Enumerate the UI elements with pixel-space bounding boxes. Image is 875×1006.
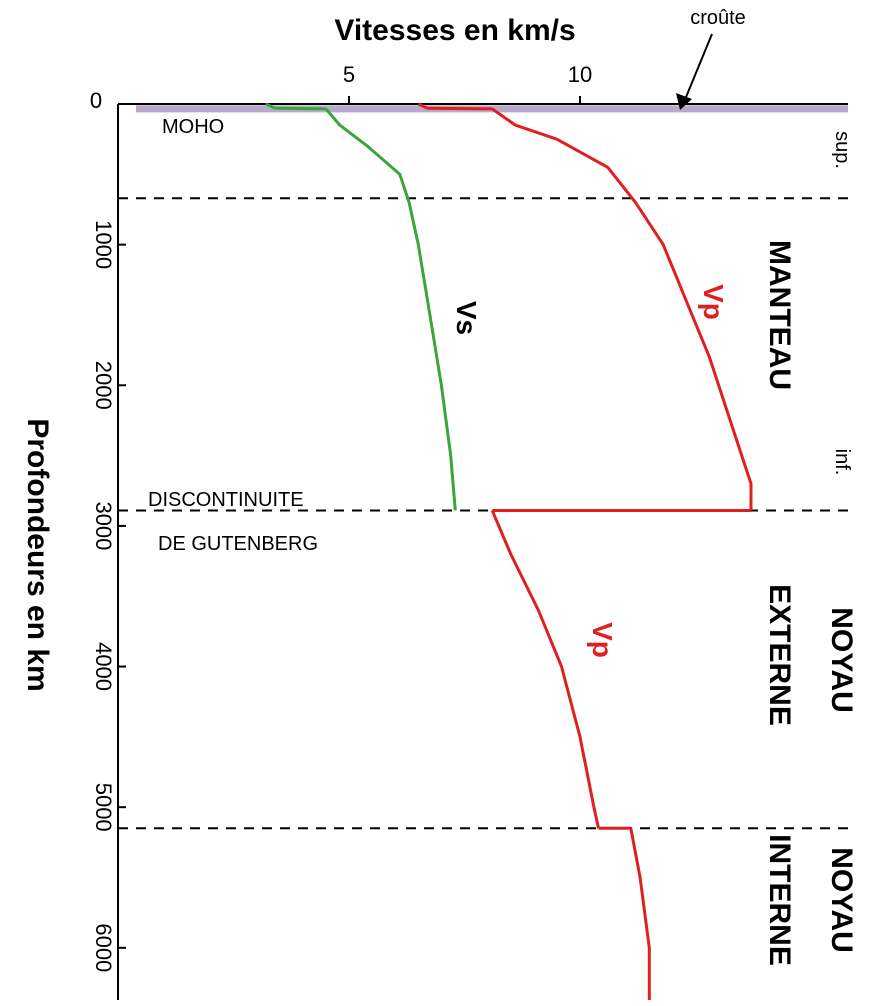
crust-arrow-head <box>676 93 692 110</box>
x-axis-title: Vitesses en km/s <box>334 14 575 47</box>
y-tick-label: 3000 <box>91 501 116 550</box>
gutenberg-label-2: DE GUTENBERG <box>158 533 318 555</box>
vp-label-core: Vp <box>587 622 618 658</box>
vp-line-segment <box>417 102 429 110</box>
vs-line-segment <box>324 107 457 511</box>
y-tick-label: 6000 <box>91 923 116 972</box>
vp-line-segment <box>629 828 651 1000</box>
zone-inf: inf. <box>831 449 853 476</box>
vs-jump <box>275 106 326 111</box>
zone-noyau-externe-2: EXTERNE <box>763 584 796 726</box>
vp-label-mantle: Vp <box>698 284 729 320</box>
vp-line-segment <box>491 107 753 511</box>
zone-noyau-externe-1: NOYAU <box>825 607 858 713</box>
y-tick-label: 0 <box>90 88 102 113</box>
gutenberg-label-1: DISCONTINUITE <box>148 489 304 511</box>
vp-jump <box>427 106 493 111</box>
x-ticks: 5 10 <box>343 62 592 104</box>
zone-noyau-interne-1: NOYAU <box>825 847 858 953</box>
y-axis-title: Profondeurs en km <box>21 418 54 691</box>
vp-line-segment <box>490 509 600 829</box>
crust-arrow-line <box>683 33 713 103</box>
zone-sup: sup. <box>831 131 853 169</box>
zone-manteau: MANTEAU <box>763 240 796 390</box>
boundaries <box>118 105 848 830</box>
y-tick-label: 5000 <box>91 783 116 832</box>
y-ticks: 0 1000 2000 3000 4000 5000 6000 <box>90 88 126 972</box>
x-tick-label: 10 <box>568 62 592 87</box>
moho-label: MOHO <box>162 116 224 138</box>
y-tick-label: 1000 <box>91 220 116 269</box>
x-tick-label: 5 <box>343 62 355 87</box>
series <box>265 102 753 1000</box>
y-tick-label: 4000 <box>91 642 116 691</box>
vs-label-mantle: Vs <box>451 301 482 335</box>
zone-noyau-interne-2: INTERNE <box>763 834 796 966</box>
crust-label: croûte <box>690 7 746 29</box>
vs-line-segment <box>265 102 276 110</box>
y-tick-label: 2000 <box>91 361 116 410</box>
